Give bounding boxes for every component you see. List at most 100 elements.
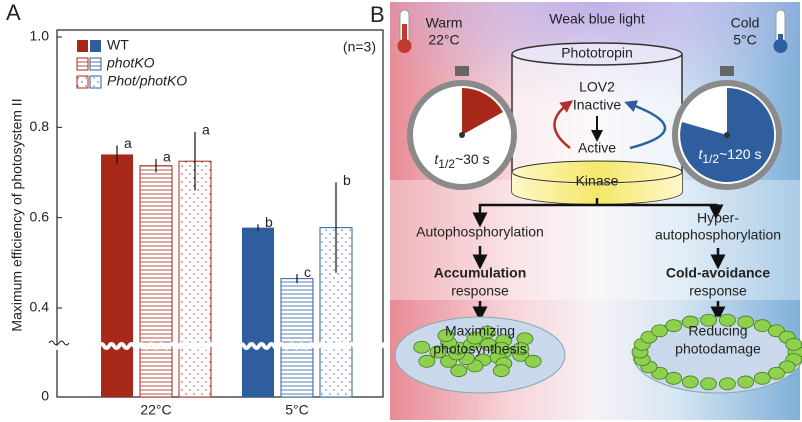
bar xyxy=(101,154,133,397)
chart: 0 0.4 0.6 0.8 1.0 22°C a a a 5°C b c b WT photKO Phot/p… xyxy=(30,28,391,418)
arrow xyxy=(624,100,666,150)
diagram: B Warm 22°C Cold 5°C Weak blue light Pho… xyxy=(370,2,802,420)
chloroplast xyxy=(651,324,669,338)
chloroplast xyxy=(700,313,717,327)
arrow xyxy=(472,198,599,228)
chloroplast xyxy=(753,319,771,333)
axis-break-mark xyxy=(48,340,70,346)
response-label: Accumulation xyxy=(434,265,527,281)
chloroplast xyxy=(719,377,736,391)
half-life-value: ~120 s xyxy=(719,146,761,162)
legend-swatch xyxy=(77,40,88,52)
kinase-top xyxy=(511,160,683,184)
chloroplast xyxy=(681,315,699,329)
stopwatch: t1/2~30 s xyxy=(407,66,517,190)
y-tick-label: 0.8 xyxy=(30,118,50,134)
outcome-label: photosynthesis xyxy=(433,341,526,357)
subscript: 1/2 xyxy=(702,152,719,166)
panel-label: B xyxy=(370,2,385,27)
light-label: Weak blue light xyxy=(549,11,645,27)
plot-frame xyxy=(56,29,384,398)
chloroplast xyxy=(737,315,755,329)
chloroplast xyxy=(413,340,431,354)
chloroplast xyxy=(450,364,468,378)
x-tick-label: 5°C xyxy=(285,402,309,418)
chloroplast xyxy=(681,375,699,389)
half-life: t1/2~30 s xyxy=(434,151,489,171)
response-label: response xyxy=(451,283,509,299)
cold-label: Cold xyxy=(731,15,760,31)
y-tick-label: 0.6 xyxy=(30,208,50,224)
legend-swatch xyxy=(76,75,89,89)
active-label: Active xyxy=(578,140,616,156)
panel-label: A xyxy=(6,0,21,25)
kinase-domain xyxy=(512,172,682,204)
bar xyxy=(178,160,212,398)
bar xyxy=(280,278,314,398)
chloroplast xyxy=(737,375,755,389)
significance-letter: a xyxy=(124,135,132,151)
significance-letter: b xyxy=(343,172,351,188)
chloroplast xyxy=(512,342,530,356)
arrow xyxy=(597,203,724,220)
chloroplast xyxy=(665,371,683,385)
chloroplast xyxy=(524,354,542,368)
chloroplasts xyxy=(413,313,802,391)
inactive-label: Inactive xyxy=(573,97,621,113)
process-label: autophosphorylation xyxy=(655,227,781,243)
t-symbol: t xyxy=(698,146,703,162)
kinase-label: Kinase xyxy=(576,173,619,189)
chloroplast xyxy=(492,364,510,378)
chloroplast xyxy=(785,337,802,351)
annotation: (n=3) xyxy=(343,39,376,55)
arrow xyxy=(553,100,573,149)
chloroplast xyxy=(492,341,510,355)
cold-temp: 5°C xyxy=(733,32,757,48)
y-tick-label: 0.4 xyxy=(30,299,50,315)
legend-label: WT xyxy=(107,37,129,53)
chloroplast xyxy=(466,331,484,345)
chloroplast xyxy=(753,371,771,385)
half-life-value: ~30 s xyxy=(455,151,490,167)
thermometer xyxy=(397,9,412,53)
y-axis-label: Maximum efficiency of photosystem II xyxy=(9,98,25,331)
legend-label: Phot/photKO xyxy=(107,73,187,89)
legend-swatch xyxy=(89,57,102,71)
legend-label: photKO xyxy=(106,55,155,71)
outcome-label: Maximizing xyxy=(445,323,515,339)
half-life: t1/2~120 s xyxy=(698,146,761,166)
process-label: Hyper- xyxy=(697,210,739,226)
lov2-label: LOV2 xyxy=(579,79,615,95)
y-tick-label: 1.0 xyxy=(30,28,50,44)
t-symbol: t xyxy=(434,151,439,167)
chloroplast xyxy=(478,325,496,339)
response-label: response xyxy=(689,283,747,299)
outcome-label: photodamage xyxy=(675,341,761,357)
chloroplast xyxy=(719,313,736,327)
chloroplast xyxy=(700,377,717,391)
chloroplast xyxy=(665,319,683,333)
chloroplast xyxy=(437,329,455,342)
y-tick-label: 0 xyxy=(41,388,49,404)
phototropin-top xyxy=(511,42,683,66)
legend-swatch xyxy=(90,40,101,52)
chloroplast xyxy=(418,354,436,368)
process-label: Autophosphorylation xyxy=(416,224,544,240)
warm-label: Warm xyxy=(426,15,463,31)
protein-label: Phototropin xyxy=(561,45,633,61)
stopwatch: t1/2~120 s xyxy=(672,66,782,190)
legend-swatch xyxy=(89,75,102,89)
bar xyxy=(139,165,173,398)
legend-swatch xyxy=(76,57,89,71)
warm-temp: 22°C xyxy=(428,32,459,48)
significance-letter: a xyxy=(202,122,210,138)
chloroplast xyxy=(429,345,447,359)
subscript: 1/2 xyxy=(438,157,455,171)
chloroplast xyxy=(767,366,785,380)
significance-letter: c xyxy=(304,264,311,280)
x-tick-label: 22°C xyxy=(140,402,171,418)
significance-letter: b xyxy=(265,214,273,230)
response-label: Cold-avoidance xyxy=(666,265,770,281)
significance-letter: a xyxy=(163,149,171,165)
